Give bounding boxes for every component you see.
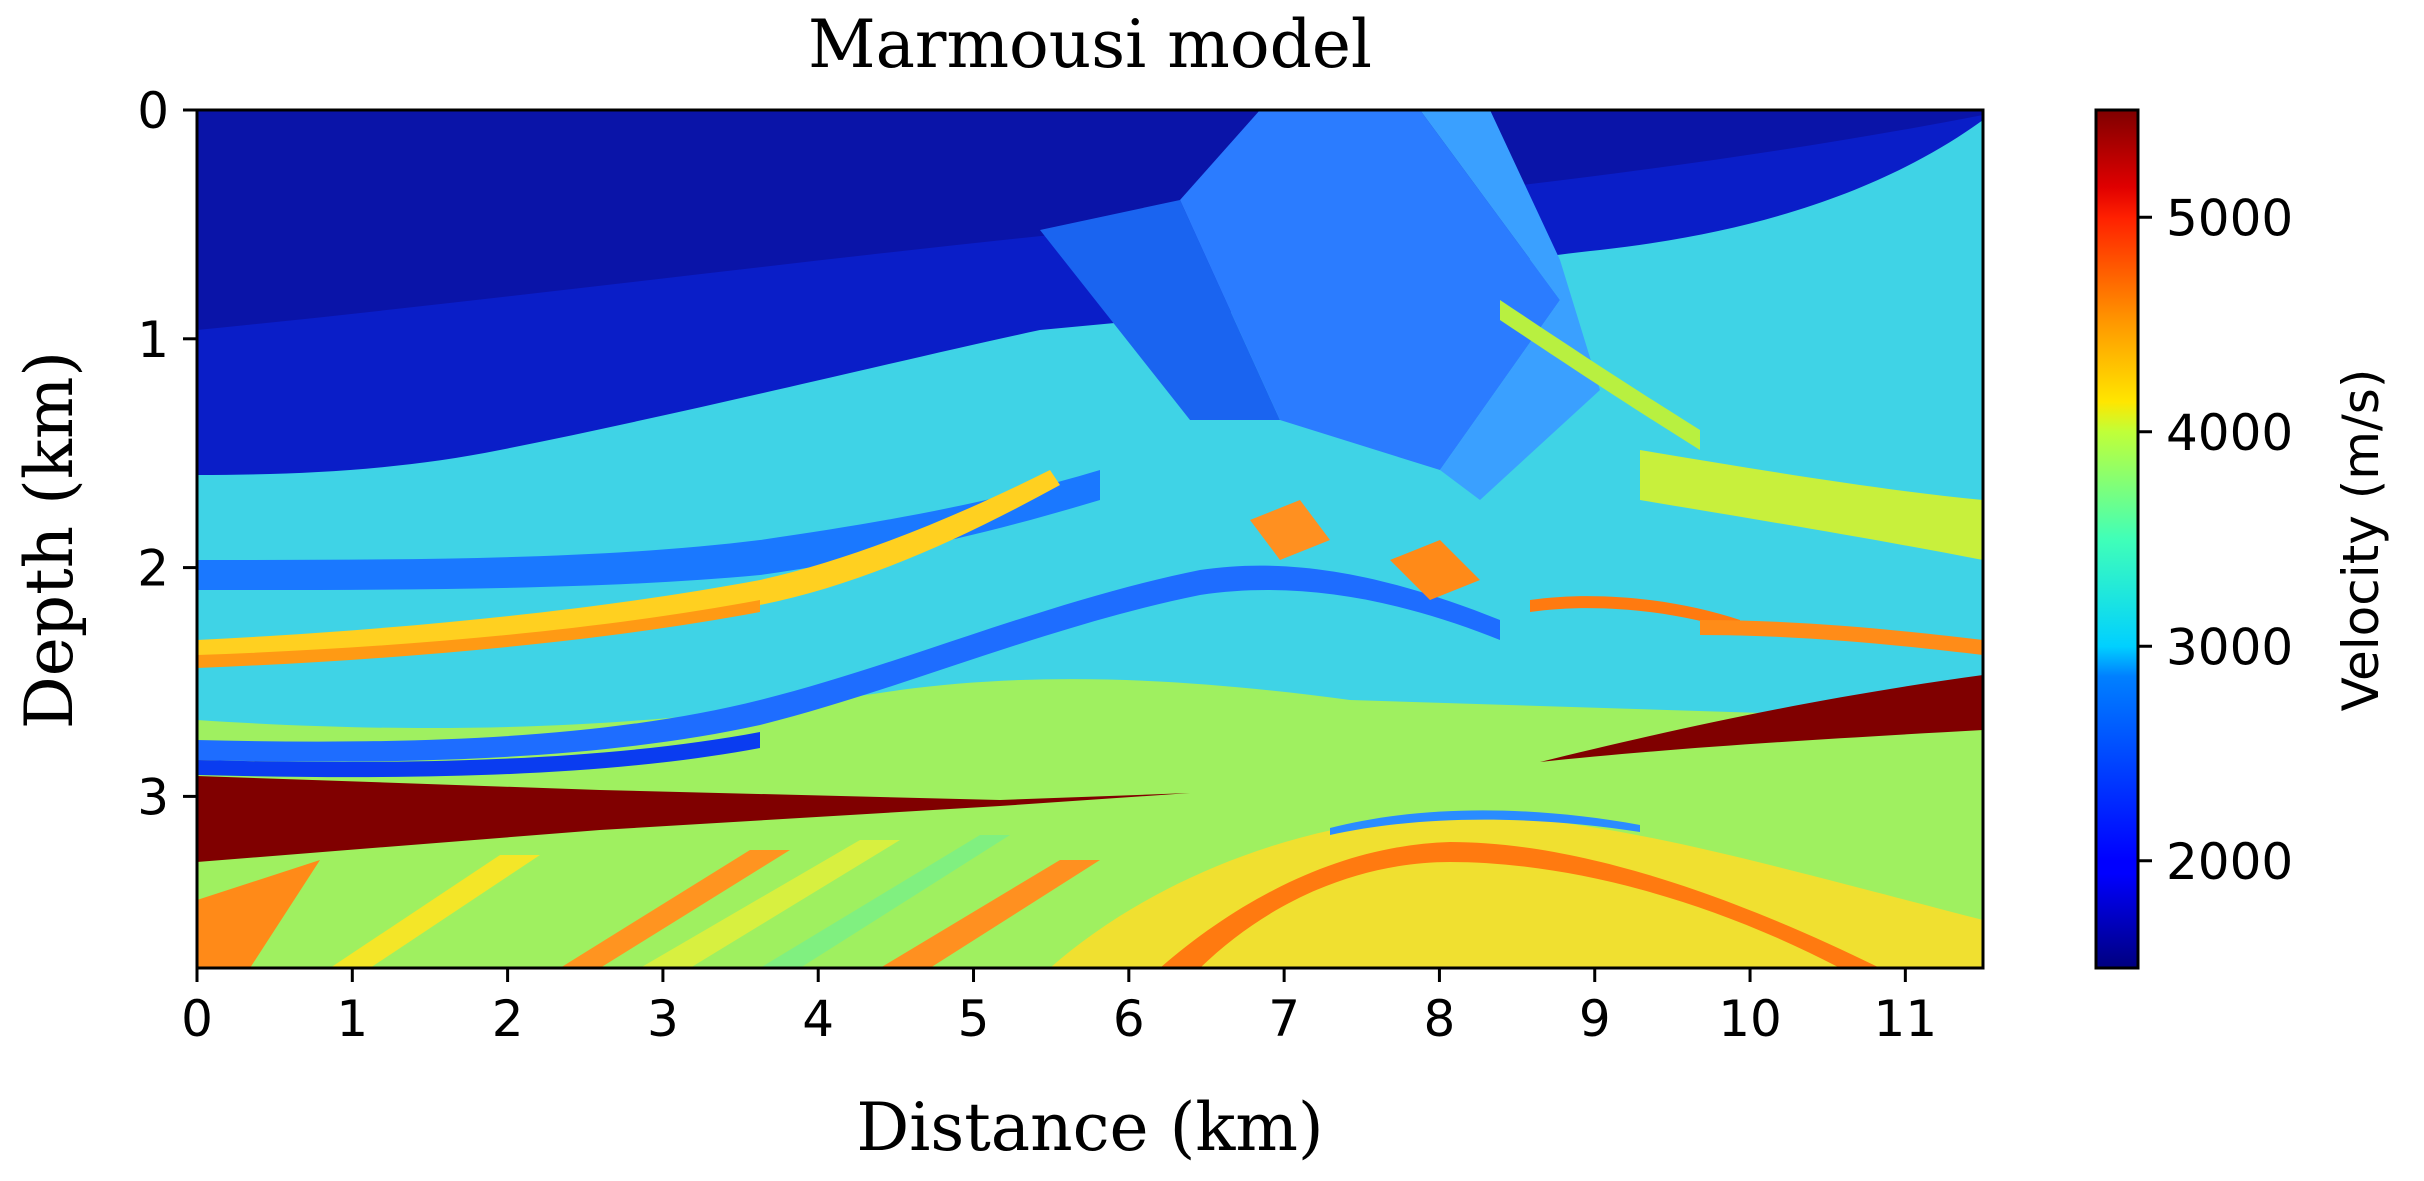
- heatmap-mid-layers: [197, 470, 1500, 778]
- x-tick-label: 2: [492, 990, 524, 1048]
- x-tick-label: 5: [958, 990, 990, 1048]
- x-tick-label: 7: [1268, 990, 1300, 1048]
- x-tick-label: 1: [336, 990, 368, 1048]
- chart-title: Marmousi model: [808, 6, 1372, 83]
- colorbar-tick-label: 3000: [2166, 618, 2293, 676]
- x-tick-label: 9: [1579, 990, 1611, 1048]
- y-tick-label: 3: [137, 768, 169, 826]
- velocity-heatmap: [197, 110, 1983, 968]
- y-axis-label: Depth (km): [11, 351, 88, 729]
- x-tick-label: 11: [1874, 990, 1938, 1048]
- heatmap-salt-wedge-right: [1540, 675, 1983, 762]
- heatmap-anticline-core: [1050, 815, 1983, 968]
- x-tick-label: 3: [647, 990, 679, 1048]
- x-tick-label: 0: [181, 990, 213, 1048]
- x-tick-label: 8: [1424, 990, 1456, 1048]
- y-tick-label: 2: [137, 540, 169, 598]
- plot-frame: [195, 108, 1985, 970]
- y-tick-label: 0: [137, 82, 169, 140]
- x-tick-label: 6: [1113, 990, 1145, 1048]
- colorbar-ticks: 2000 3000 4000 5000: [2138, 189, 2293, 891]
- heatmap-fault-blocks: [1040, 110, 1983, 655]
- colorbar-tick-label: 4000: [2166, 404, 2293, 462]
- colorbar: [2094, 108, 2140, 970]
- x-axis: 0 1 2 3 4 5 6 7 8 9 10 11: [181, 968, 1937, 1048]
- colorbar-tick-label: 2000: [2166, 833, 2293, 891]
- heatmap-anticline-blue-lens: [1330, 810, 1640, 835]
- heatmap-left-deep-bands: [197, 835, 1100, 968]
- x-tick-label: 4: [802, 990, 834, 1048]
- colorbar-tick-label: 5000: [2166, 189, 2293, 247]
- x-tick-label: 10: [1718, 990, 1782, 1048]
- y-axis: 0 1 2 3: [137, 82, 197, 826]
- colorbar-label: Velocity (m/s): [2332, 369, 2390, 712]
- heatmap-anticline-orange-band: [1160, 842, 1880, 968]
- y-tick-label: 1: [137, 311, 169, 369]
- heatmap-salt-wedge-left: [197, 776, 1190, 862]
- x-axis-label: Distance (km): [856, 1089, 1323, 1166]
